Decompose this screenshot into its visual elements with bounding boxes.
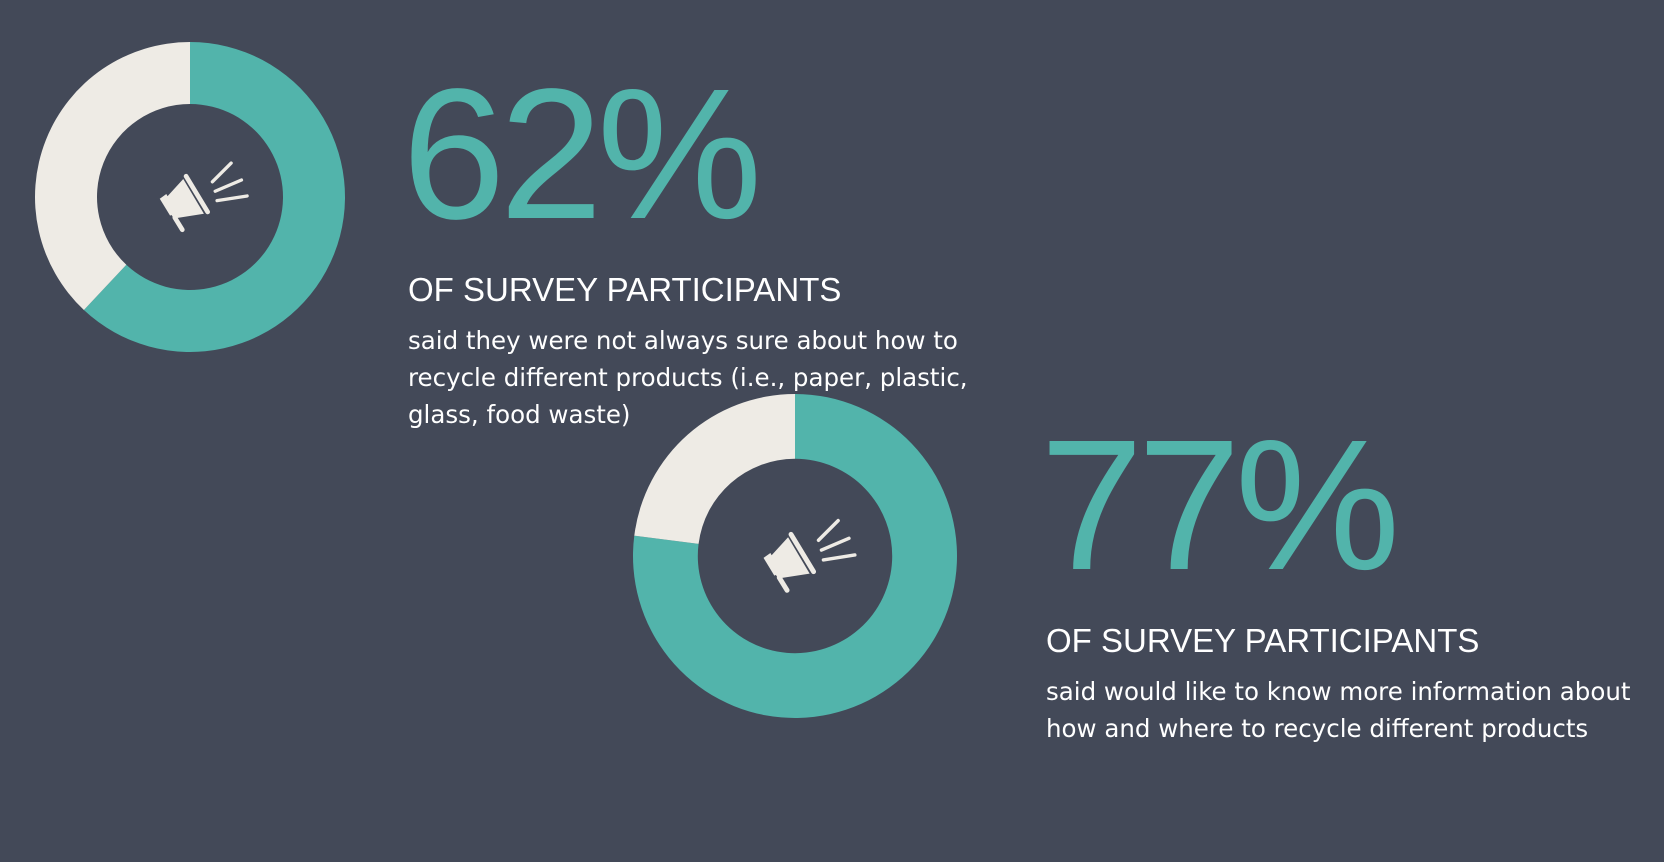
megaphone-icon: [763, 518, 857, 593]
donut-chart-2: [633, 394, 957, 718]
donut-svg-1: [35, 42, 346, 352]
sound-wave-3: [215, 194, 249, 203]
donut-slice-value: [83, 42, 346, 352]
sound-wave-2: [213, 178, 244, 193]
sound-wave-1: [210, 161, 233, 184]
donut-arcs: [633, 394, 957, 718]
donut-chart-1: [35, 42, 346, 352]
megaphone-rim: [183, 173, 211, 215]
percent-label: 77%: [1040, 402, 1400, 609]
megaphone-icon: [159, 161, 249, 233]
sound-wave-1: [816, 518, 840, 542]
megaphone-handle: [776, 575, 790, 593]
stat-text-1: 62% OF SURVEY PARTICIPANTS said they wer…: [402, 62, 968, 433]
subheading: OF SURVEY PARTICIPANTS: [1046, 622, 1480, 659]
donut-slice-remainder: [35, 42, 190, 310]
donut-slice-value: [633, 394, 957, 718]
megaphone-rim: [788, 531, 817, 575]
megaphone-cap: [159, 194, 177, 216]
megaphone-handle: [172, 215, 185, 233]
donut-slice-remainder: [634, 394, 795, 544]
sound-wave-3: [821, 553, 857, 562]
description: said would like to know more information…: [1046, 677, 1631, 743]
subheading: OF SURVEY PARTICIPANTS: [408, 271, 842, 308]
sound-wave-2: [819, 536, 851, 552]
donut-svg-2: [633, 394, 957, 718]
megaphone-cap: [763, 553, 782, 576]
stat-text-2: 77% OF SURVEY PARTICIPANTS said would li…: [1040, 413, 1636, 747]
description: said they were not always sure about how…: [408, 326, 968, 429]
percent-label: 62%: [402, 51, 762, 258]
donut-arcs: [35, 42, 346, 352]
